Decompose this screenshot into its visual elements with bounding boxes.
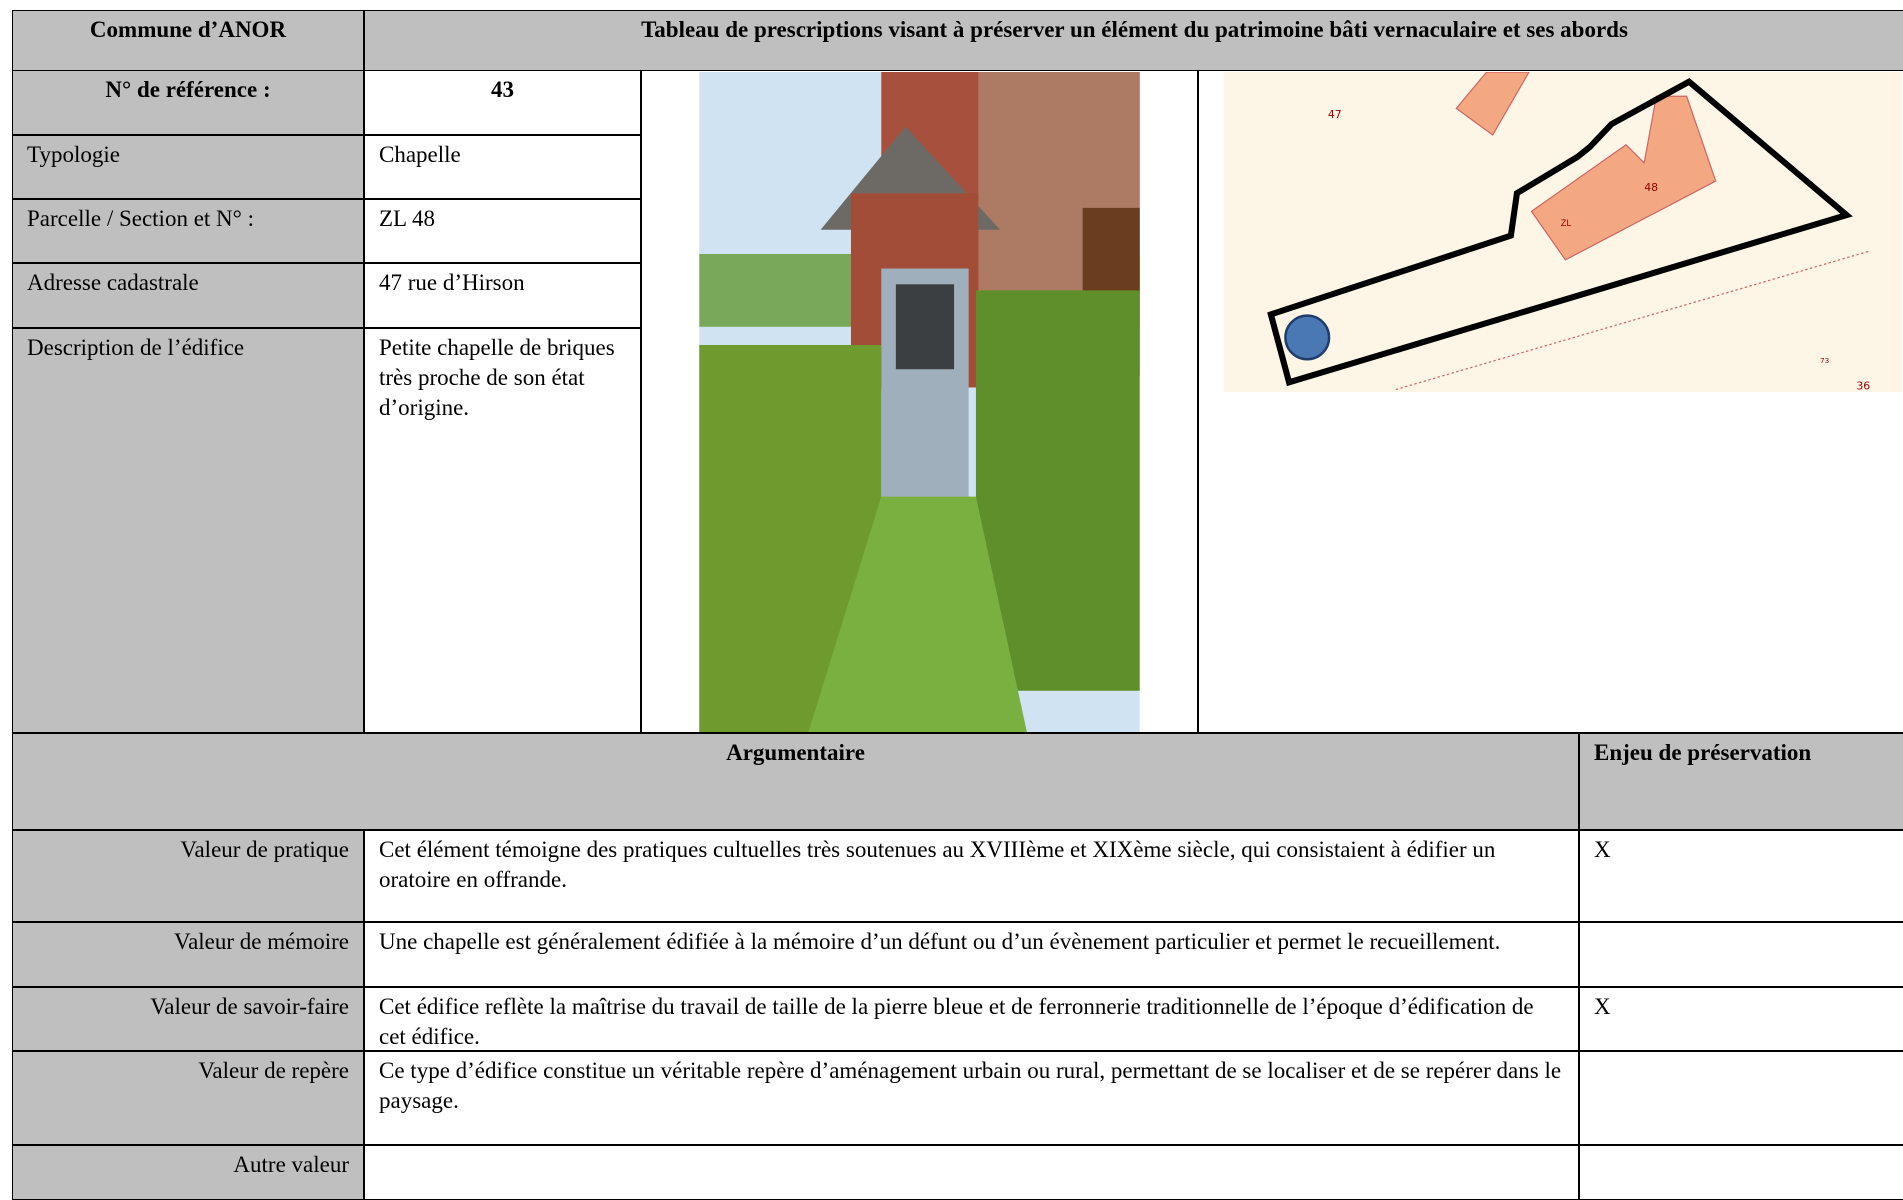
value-label: Autre valeur <box>12 1145 364 1200</box>
map-label: ZL <box>1561 218 1572 228</box>
map-label: 47 <box>1328 108 1342 121</box>
reference: 43 <box>364 70 641 135</box>
value-label: Valeur de savoir-faire <box>12 987 364 1051</box>
photo-cell <box>641 70 1198 733</box>
map-cell: 47 48 ZL 73 36 <box>1198 70 1903 733</box>
enjeu: X <box>1579 830 1903 922</box>
photo <box>699 72 1140 732</box>
map-label: 36 <box>1856 380 1870 392</box>
enjeu <box>1579 1145 1903 1200</box>
value-text: Une chapelle est généralement édifiée à … <box>364 922 1579 987</box>
reference-label: N° de référence : <box>12 70 364 135</box>
info-label: Adresse cadastrale <box>12 263 364 328</box>
enjeu: X <box>1579 987 1903 1051</box>
value-text: Ce type d’édifice constitue un véritable… <box>364 1051 1579 1145</box>
enjeu <box>1579 922 1903 987</box>
info-label: Typologie <box>12 135 364 199</box>
value-text <box>364 1145 1579 1200</box>
map: 47 48 ZL 73 36 <box>1223 72 1903 392</box>
info-label: Parcelle / Section et N° : <box>12 199 364 263</box>
title: Tableau de prescriptions visant à préser… <box>364 10 1903 71</box>
commune: Commune d’ANOR <box>12 10 364 71</box>
value-label: Valeur de mémoire <box>12 922 364 987</box>
map-label: 48 <box>1644 181 1658 194</box>
info-value: Petite chapelle de briques très proche d… <box>364 328 641 733</box>
info-label: Description de l’édifice <box>12 328 364 733</box>
value-text: Cet élément témoigne des pratiques cultu… <box>364 830 1579 922</box>
value-text: Cet édifice reflète la maîtrise du trava… <box>364 987 1579 1051</box>
argumentaire-header: Argumentaire <box>12 733 1579 830</box>
page: Commune d’ANOR Tableau de prescriptions v… <box>12 10 1903 1200</box>
value-label: Valeur de repère <box>12 1051 364 1145</box>
map-label: 73 <box>1820 356 1830 365</box>
info-value: Chapelle <box>364 135 641 199</box>
enjeu <box>1579 1051 1903 1145</box>
info-value: ZL 48 <box>364 199 641 263</box>
info-value: 47 rue d’Hirson <box>364 263 641 328</box>
enjeu-header: Enjeu de préservation <box>1579 733 1903 830</box>
value-label: Valeur de pratique <box>12 830 364 922</box>
